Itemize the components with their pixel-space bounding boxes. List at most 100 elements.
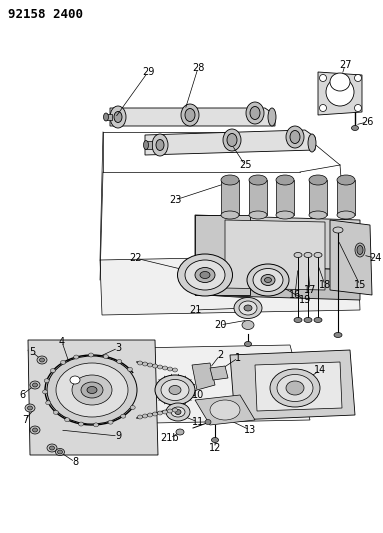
Text: 23: 23 bbox=[169, 195, 181, 205]
Text: 11: 11 bbox=[192, 417, 204, 427]
Ellipse shape bbox=[147, 413, 152, 417]
Ellipse shape bbox=[103, 113, 108, 121]
Text: 27: 27 bbox=[339, 60, 351, 70]
Ellipse shape bbox=[47, 356, 137, 424]
Text: 12: 12 bbox=[209, 443, 221, 453]
Text: 9: 9 bbox=[115, 431, 121, 441]
Ellipse shape bbox=[247, 264, 289, 296]
Ellipse shape bbox=[74, 355, 79, 359]
Polygon shape bbox=[110, 108, 275, 126]
Ellipse shape bbox=[268, 108, 276, 126]
Text: 25: 25 bbox=[239, 160, 251, 170]
Ellipse shape bbox=[308, 134, 316, 152]
Ellipse shape bbox=[46, 401, 51, 405]
Ellipse shape bbox=[355, 243, 365, 257]
Ellipse shape bbox=[304, 318, 312, 322]
Ellipse shape bbox=[200, 271, 210, 279]
Ellipse shape bbox=[70, 376, 80, 384]
Ellipse shape bbox=[172, 408, 177, 412]
Ellipse shape bbox=[28, 406, 33, 410]
Ellipse shape bbox=[246, 102, 264, 124]
Text: 20: 20 bbox=[214, 320, 226, 330]
Polygon shape bbox=[309, 180, 327, 215]
Ellipse shape bbox=[294, 318, 302, 322]
Ellipse shape bbox=[276, 211, 294, 219]
Text: 21: 21 bbox=[189, 305, 201, 315]
Ellipse shape bbox=[352, 125, 358, 131]
Ellipse shape bbox=[249, 175, 267, 185]
Ellipse shape bbox=[162, 410, 167, 414]
Ellipse shape bbox=[265, 278, 272, 282]
Ellipse shape bbox=[309, 175, 327, 185]
Ellipse shape bbox=[172, 368, 177, 372]
Ellipse shape bbox=[162, 366, 167, 370]
Text: 26: 26 bbox=[361, 117, 373, 127]
Ellipse shape bbox=[43, 390, 47, 394]
Polygon shape bbox=[192, 363, 215, 390]
Ellipse shape bbox=[333, 227, 343, 233]
Polygon shape bbox=[230, 350, 355, 420]
Polygon shape bbox=[210, 366, 228, 380]
Polygon shape bbox=[330, 220, 372, 295]
Ellipse shape bbox=[239, 301, 257, 315]
Ellipse shape bbox=[234, 297, 262, 319]
Text: 21b: 21b bbox=[161, 433, 179, 443]
Ellipse shape bbox=[137, 361, 142, 365]
Ellipse shape bbox=[211, 438, 218, 442]
Ellipse shape bbox=[309, 211, 327, 219]
Ellipse shape bbox=[157, 365, 162, 369]
Ellipse shape bbox=[72, 375, 112, 405]
Ellipse shape bbox=[314, 253, 322, 257]
Ellipse shape bbox=[244, 305, 252, 311]
Ellipse shape bbox=[56, 448, 64, 456]
Polygon shape bbox=[318, 72, 362, 115]
Ellipse shape bbox=[337, 175, 355, 185]
Text: 2: 2 bbox=[217, 350, 223, 360]
Ellipse shape bbox=[195, 268, 215, 282]
Ellipse shape bbox=[110, 106, 126, 128]
Ellipse shape bbox=[166, 403, 190, 421]
Ellipse shape bbox=[39, 358, 44, 362]
Text: 13: 13 bbox=[244, 425, 256, 435]
Polygon shape bbox=[105, 114, 112, 120]
Text: 3: 3 bbox=[115, 343, 121, 353]
Ellipse shape bbox=[337, 211, 355, 219]
Ellipse shape bbox=[103, 354, 108, 359]
Ellipse shape bbox=[330, 73, 350, 91]
Ellipse shape bbox=[114, 111, 122, 123]
Text: 18: 18 bbox=[319, 280, 331, 290]
Text: 16: 16 bbox=[289, 290, 301, 300]
Ellipse shape bbox=[326, 78, 354, 106]
Ellipse shape bbox=[355, 104, 362, 111]
Ellipse shape bbox=[130, 406, 135, 409]
Ellipse shape bbox=[65, 418, 70, 422]
Ellipse shape bbox=[261, 274, 275, 286]
Text: 22: 22 bbox=[129, 253, 141, 263]
Ellipse shape bbox=[294, 253, 302, 257]
Ellipse shape bbox=[147, 363, 152, 367]
Polygon shape bbox=[28, 340, 158, 455]
Text: 4: 4 bbox=[59, 337, 65, 347]
Ellipse shape bbox=[25, 404, 35, 412]
Ellipse shape bbox=[137, 415, 142, 419]
Ellipse shape bbox=[30, 381, 40, 389]
Text: 1: 1 bbox=[235, 353, 241, 363]
Ellipse shape bbox=[276, 175, 294, 185]
Ellipse shape bbox=[47, 444, 57, 452]
Text: 28: 28 bbox=[192, 63, 204, 73]
Ellipse shape bbox=[221, 175, 239, 185]
Polygon shape bbox=[145, 141, 152, 149]
Text: 14: 14 bbox=[314, 365, 326, 375]
Ellipse shape bbox=[157, 411, 162, 415]
Ellipse shape bbox=[176, 429, 184, 435]
Ellipse shape bbox=[152, 364, 157, 368]
Text: 29: 29 bbox=[142, 67, 154, 77]
Polygon shape bbox=[195, 265, 360, 300]
Ellipse shape bbox=[334, 333, 342, 337]
Polygon shape bbox=[100, 255, 360, 315]
Ellipse shape bbox=[175, 409, 181, 415]
Ellipse shape bbox=[152, 134, 168, 156]
Text: 10: 10 bbox=[192, 390, 204, 400]
Text: 6: 6 bbox=[19, 390, 25, 400]
Ellipse shape bbox=[155, 375, 195, 405]
